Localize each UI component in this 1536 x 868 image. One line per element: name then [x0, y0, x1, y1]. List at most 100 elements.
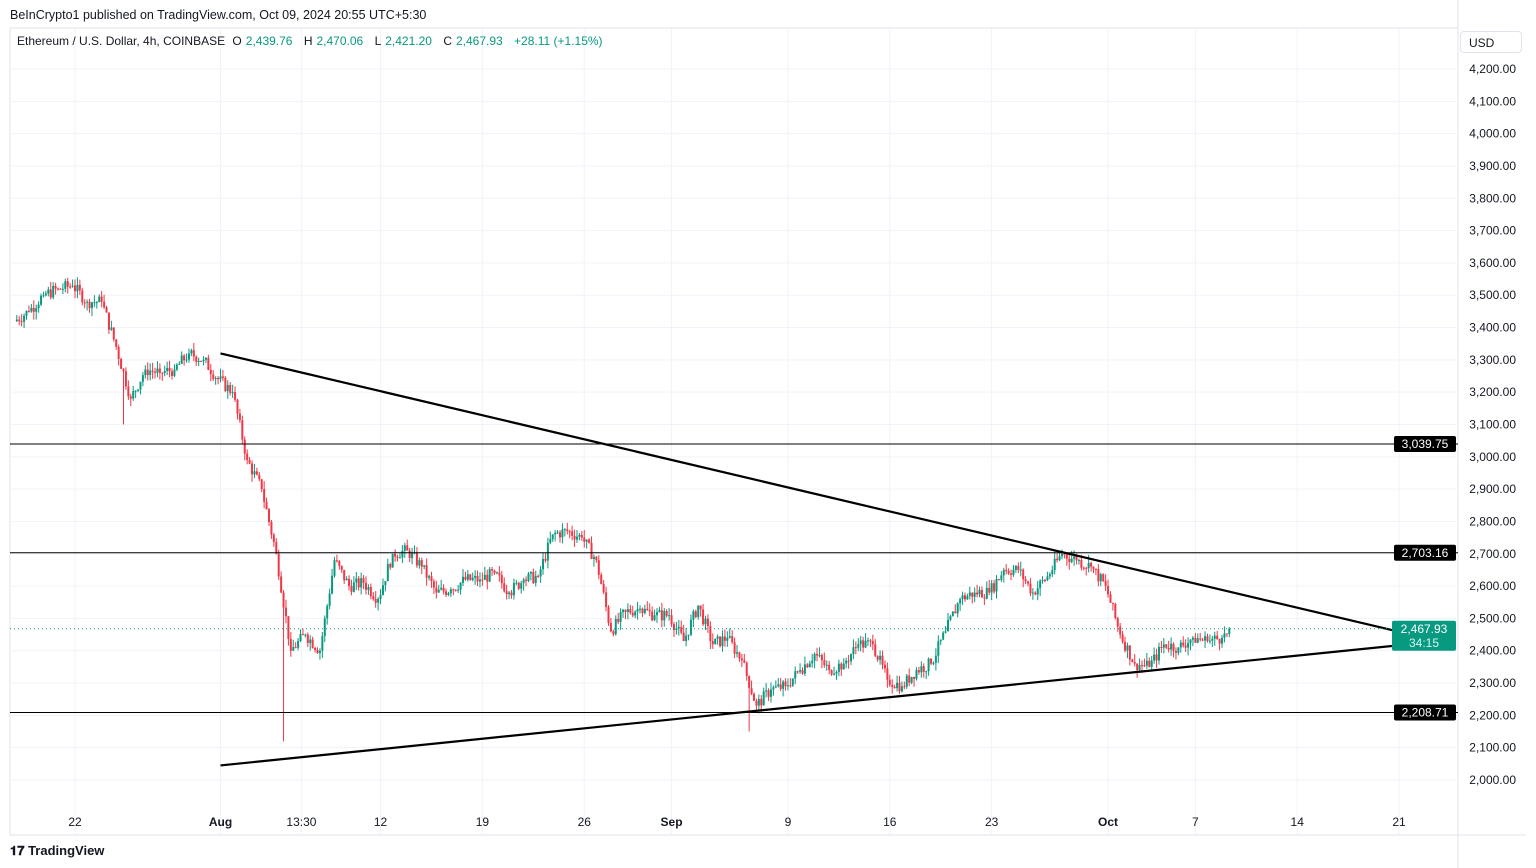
candle-body — [192, 350, 195, 357]
candle-body — [323, 618, 326, 637]
x-tick-label: 16 — [883, 815, 897, 829]
candle-body — [340, 565, 343, 570]
candle-body — [180, 355, 183, 364]
candle-body — [355, 578, 358, 583]
candle-body — [820, 655, 823, 661]
candle-body — [161, 372, 164, 374]
candle-body — [464, 576, 467, 580]
candle-body — [100, 296, 103, 302]
candle-body — [990, 583, 993, 593]
candle-body — [818, 655, 821, 657]
candle-body — [391, 553, 394, 568]
candle-body — [1060, 553, 1063, 557]
candle-body — [18, 319, 21, 322]
candle-body — [1225, 633, 1228, 635]
candle-body — [927, 658, 930, 672]
candle-body — [35, 308, 38, 312]
candle-body — [386, 564, 389, 582]
candle-body — [78, 284, 81, 291]
candle-body — [934, 655, 937, 663]
candle-body — [471, 577, 474, 580]
candle-body — [559, 532, 561, 538]
candle-body — [1080, 560, 1083, 568]
candle-body — [500, 575, 503, 584]
candle-body — [546, 542, 549, 561]
candle-body — [493, 570, 496, 574]
candle-body — [459, 582, 462, 590]
candle-body — [90, 302, 93, 309]
candle-body — [321, 636, 324, 651]
candle-body — [495, 572, 498, 574]
candle-body — [1128, 645, 1131, 660]
candle-body — [1121, 634, 1124, 642]
candle-body — [711, 641, 714, 645]
candle-body — [702, 609, 705, 625]
candle-body — [1111, 602, 1114, 604]
currency-selector[interactable]: USD — [1460, 31, 1522, 53]
candle-body — [260, 479, 263, 490]
candle-body — [37, 304, 40, 309]
candle-body — [1170, 643, 1173, 650]
candle-body — [731, 636, 734, 643]
candle-body — [1046, 576, 1049, 581]
candle-body — [362, 578, 365, 583]
candle-body — [449, 589, 452, 594]
candle-body — [1024, 579, 1027, 582]
candle-body — [692, 611, 695, 620]
candle-body — [27, 310, 30, 312]
candle-body — [745, 662, 748, 676]
candle-body — [784, 681, 787, 687]
candle-body — [314, 647, 317, 650]
symbol-name[interactable]: Ethereum / U.S. Dollar, 4h, COINBASE — [17, 34, 226, 48]
candle-body — [653, 615, 656, 621]
candle-body — [750, 688, 753, 694]
candle-body — [629, 609, 632, 613]
candle-body — [15, 319, 18, 322]
y-tick-label: 4,100.00 — [1469, 94, 1516, 108]
candle-body — [333, 560, 336, 576]
candle-body — [1014, 565, 1017, 570]
candle-body — [263, 489, 266, 502]
candle-body — [874, 644, 877, 657]
candle-body — [571, 531, 574, 536]
candle-body — [350, 586, 353, 592]
candle-body — [609, 622, 612, 632]
candle-body — [592, 556, 595, 559]
candle-body — [1000, 575, 1003, 580]
candle-body — [612, 631, 615, 635]
trendline — [220, 352, 1425, 639]
candle-body — [595, 556, 598, 561]
candle-body — [1031, 592, 1034, 594]
y-tick-label: 3,900.00 — [1469, 159, 1516, 173]
candle-body — [811, 660, 814, 664]
x-tick-label: Aug — [209, 815, 232, 829]
y-tick-label: 3,400.00 — [1469, 321, 1516, 335]
y-tick-label: 3,300.00 — [1469, 353, 1516, 367]
candle-body — [1082, 567, 1085, 569]
candle-body — [367, 587, 370, 590]
candle-body — [374, 598, 377, 603]
candle-body — [755, 700, 758, 706]
candle-body — [563, 529, 566, 531]
candle-body — [1177, 647, 1180, 653]
low-label: L — [374, 34, 382, 48]
candle-body — [1167, 647, 1170, 650]
candle-body — [767, 690, 770, 697]
candle-body — [801, 670, 804, 674]
y-tick-label: 4,000.00 — [1469, 127, 1516, 141]
level-price-label: 3,039.75 — [1402, 437, 1449, 451]
candle-body — [69, 286, 72, 288]
candle-body — [723, 636, 726, 641]
candle-body — [98, 296, 101, 303]
candle-body — [348, 578, 351, 587]
candle-body — [672, 624, 675, 631]
x-tick-label: 19 — [476, 815, 490, 829]
candle-body — [585, 539, 588, 542]
candle-body — [1075, 556, 1078, 561]
candle-body — [137, 389, 140, 391]
candle-body — [508, 592, 511, 595]
candle-body — [214, 378, 217, 380]
candle-body — [527, 573, 530, 581]
candle-body — [915, 670, 918, 679]
